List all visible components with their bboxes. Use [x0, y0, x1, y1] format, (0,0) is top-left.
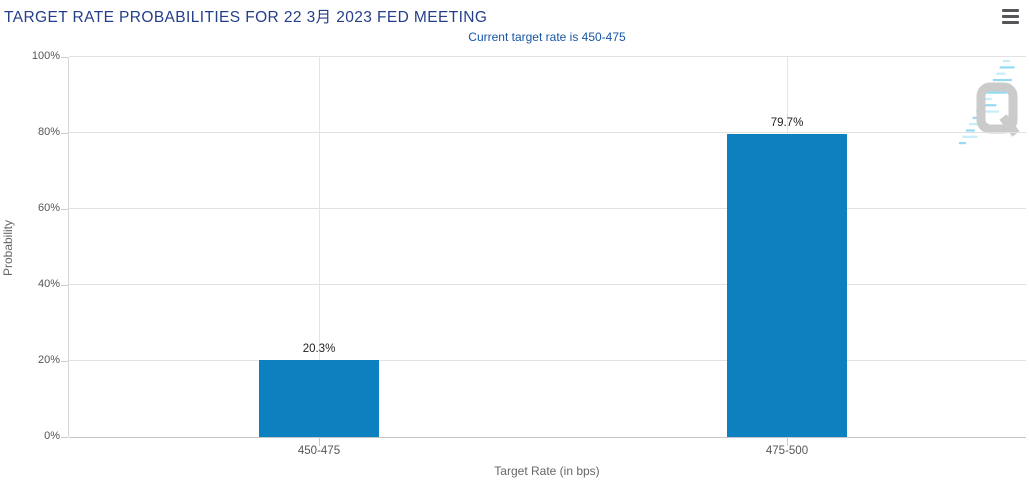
quikstrike-watermark-logo	[959, 60, 1020, 145]
x-axis-tick-mark	[787, 437, 788, 446]
plot-area: 20.3% 450-475 79.7% 475-500	[68, 56, 1026, 457]
hamburger-menu-icon[interactable]	[1002, 9, 1019, 24]
x-axis-line	[69, 437, 1026, 438]
gridline-horizontal	[69, 360, 1026, 361]
gridline-horizontal	[69, 56, 1026, 57]
gridline-horizontal	[69, 284, 1026, 285]
y-axis-tick-label: 40%	[37, 278, 60, 290]
x-axis-tick-mark	[319, 437, 320, 446]
y-axis-tick-label: 60%	[37, 202, 60, 214]
y-axis-tick-mark	[61, 133, 68, 134]
y-axis-title: Probability	[1, 219, 15, 277]
x-axis-category-label: 475-500	[765, 445, 809, 457]
x-axis-title: Target Rate (in bps)	[494, 464, 600, 478]
y-axis-tick-label: 100%	[31, 50, 60, 62]
probability-bar-450-475[interactable]	[259, 360, 379, 437]
gridline-horizontal	[69, 132, 1026, 133]
hamburger-bar	[1002, 9, 1019, 12]
hamburger-bar	[1002, 15, 1019, 18]
bar-value-label: 20.3%	[302, 343, 336, 355]
probability-bar-475-500[interactable]	[727, 134, 847, 437]
y-axis-tick-mark	[61, 361, 68, 362]
y-axis-tick-label: 80%	[37, 126, 60, 138]
chart-subtitle: Current target rate is 450-475	[468, 30, 626, 44]
y-axis-tick-mark	[61, 57, 68, 58]
y-axis-tick-label: 0%	[44, 430, 60, 442]
y-axis-tick-mark	[61, 209, 68, 210]
y-axis-tick-mark	[61, 437, 68, 438]
y-axis-tick-label: 20%	[37, 354, 60, 366]
gridline-vertical	[319, 57, 320, 437]
gridline-horizontal	[69, 208, 1026, 209]
x-axis-category-label: 450-475	[297, 445, 341, 457]
bar-value-label: 79.7%	[770, 117, 804, 129]
hamburger-bar	[1002, 21, 1019, 24]
y-axis-tick-mark	[61, 285, 68, 286]
chart-title: TARGET RATE PROBABILITIES FOR 22 3月 2023…	[4, 9, 488, 26]
